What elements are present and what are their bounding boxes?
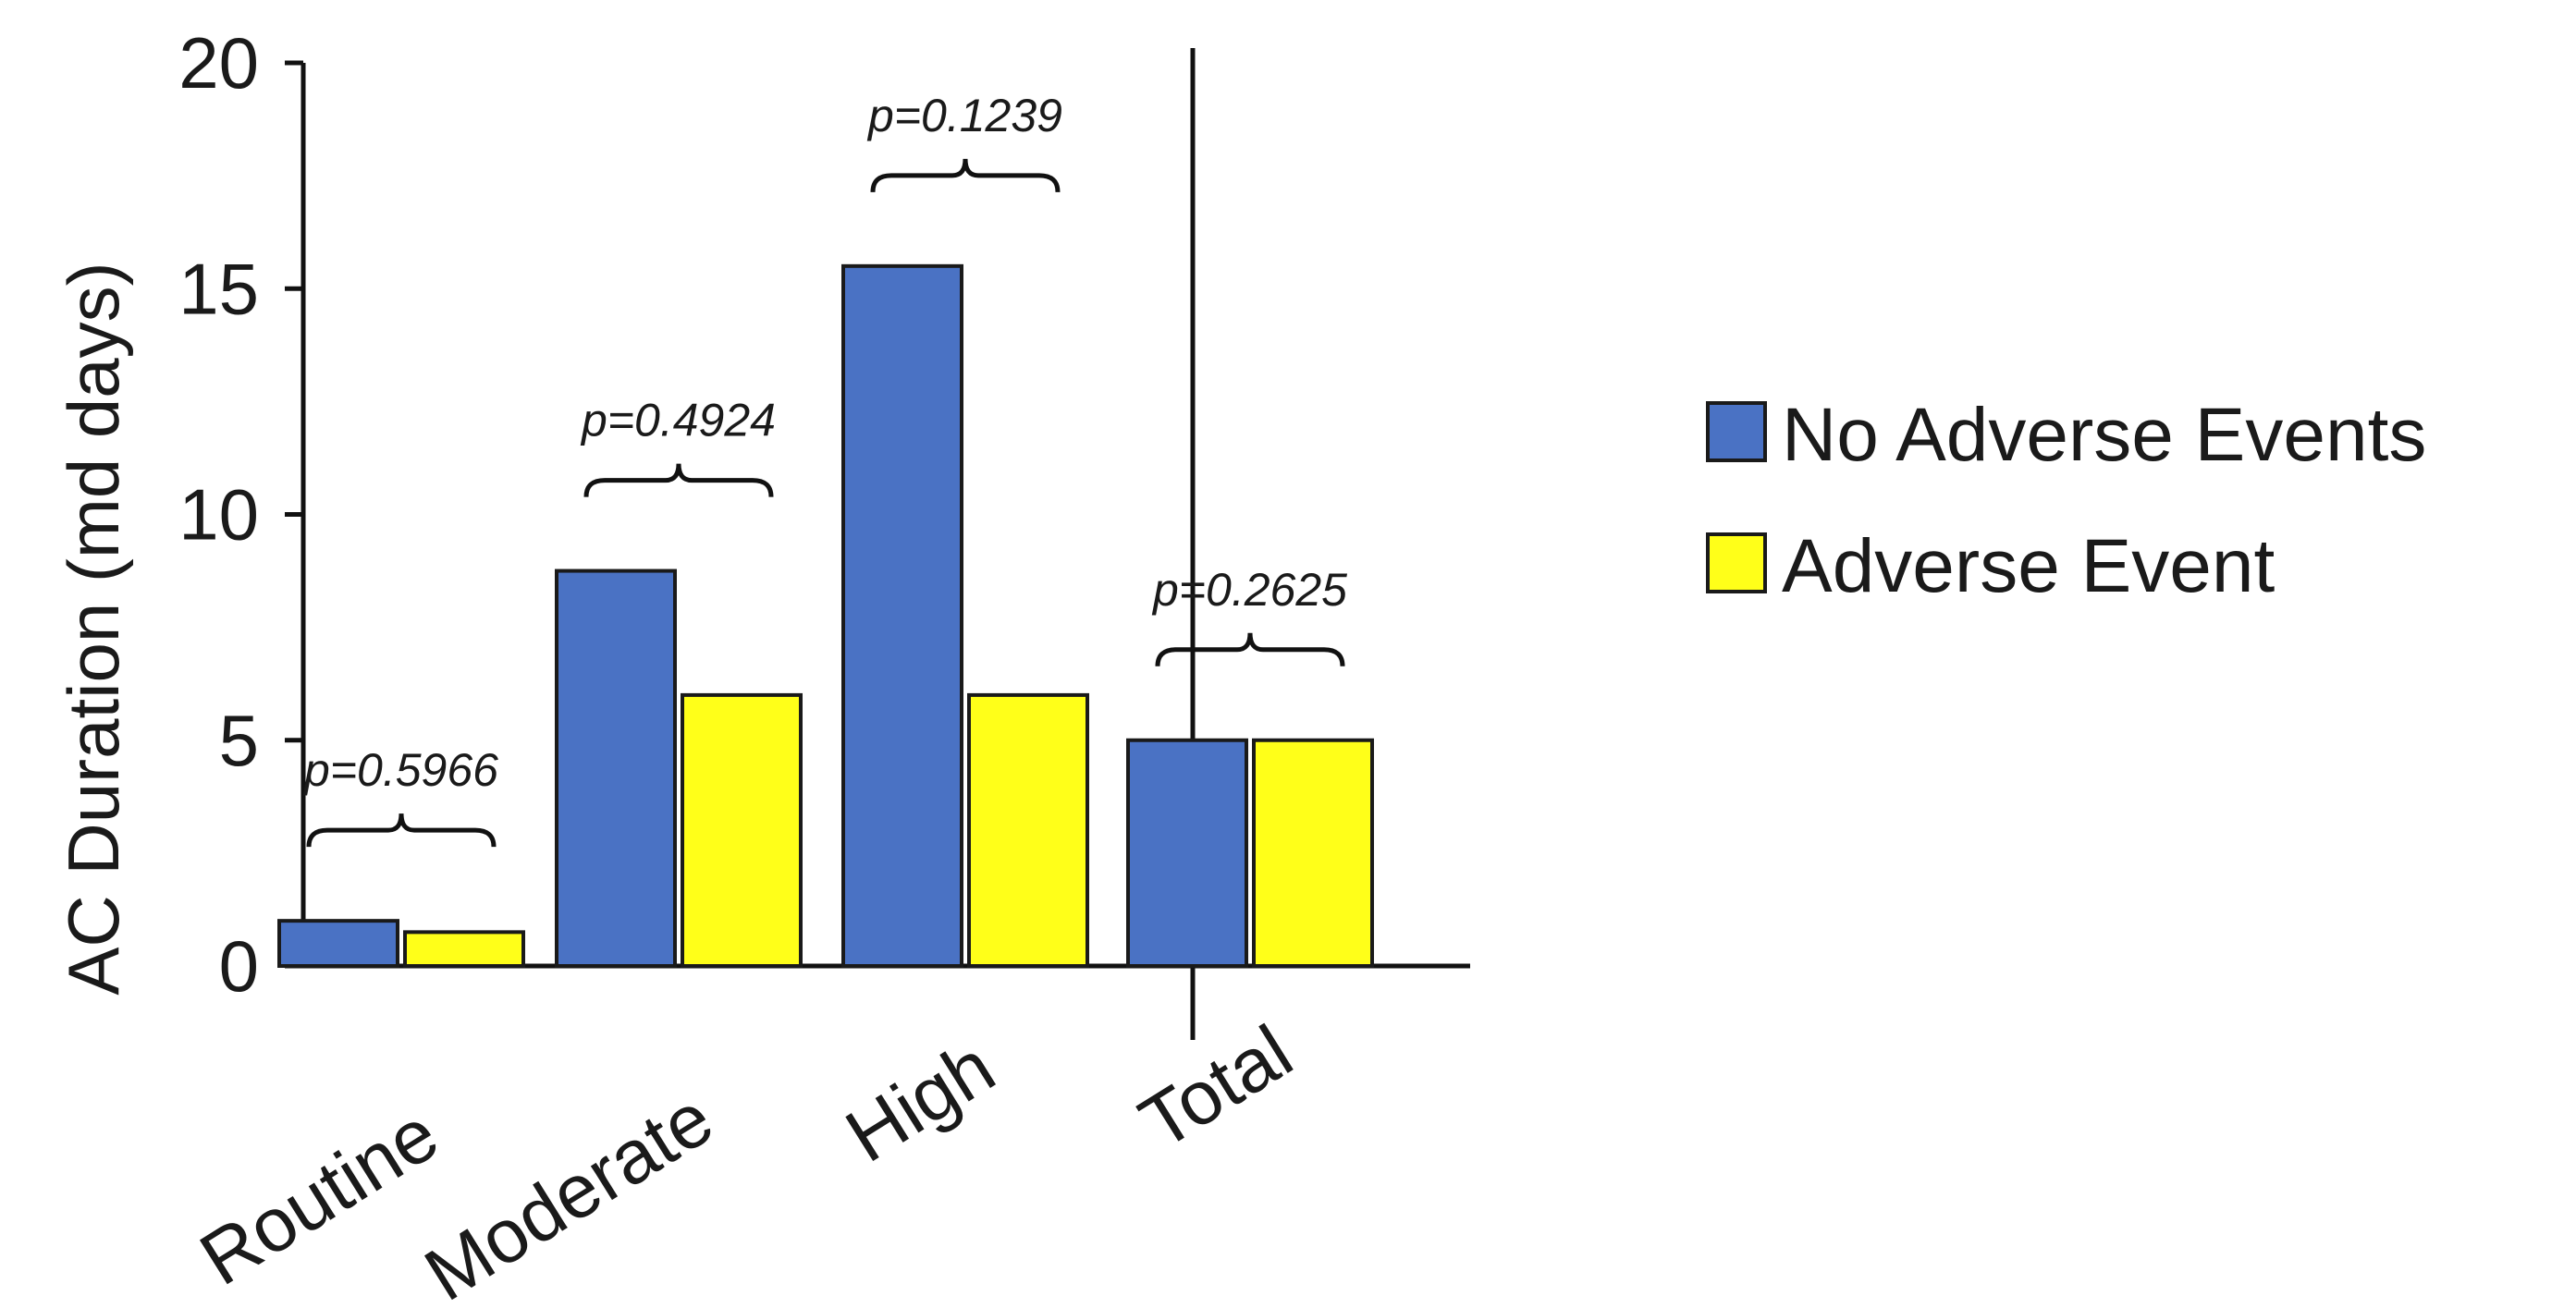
category-label-routine: Routine [186,1092,452,1302]
y-tick-label: 0 [219,925,259,1007]
y-tick-label: 15 [178,248,259,329]
bar-no-adverse-moderate [555,568,677,968]
category-label-high: High [832,1024,1009,1179]
y-axis-title: AC Duration (md days) [53,262,134,995]
y-tick-label: 5 [219,700,259,781]
legend-label-adverse: Adverse Event [1782,524,2275,608]
category-label-moderate: Moderate [411,1076,727,1303]
p-value-label: p=0.1239 [866,90,1062,141]
bar-no-adverse-routine [277,919,399,969]
bar-adverse-high [967,692,1089,969]
p-value-brace [1155,632,1345,666]
p-value-brace [870,158,1061,192]
bar-no-adverse-high [841,263,963,968]
y-tick-label: 10 [178,474,259,556]
legend-label-no-adverse: No Adverse Events [1782,393,2426,477]
legend-swatch-adverse [1706,532,1767,593]
p-value-brace [306,813,497,848]
category-label-total: Total [1126,1009,1306,1166]
p-value-label: p=0.5966 [302,744,498,796]
p-value-brace [583,463,774,497]
bar-adverse-total [1252,738,1374,968]
p-value-label: p=0.4924 [580,395,776,446]
y-tick-label: 20 [178,22,259,104]
bar-no-adverse-total [1126,738,1248,968]
legend-swatch-no-adverse [1706,401,1767,462]
bar-adverse-moderate [681,692,803,969]
bar-adverse-routine [403,930,525,968]
p-value-label: p=0.2625 [1151,564,1347,616]
